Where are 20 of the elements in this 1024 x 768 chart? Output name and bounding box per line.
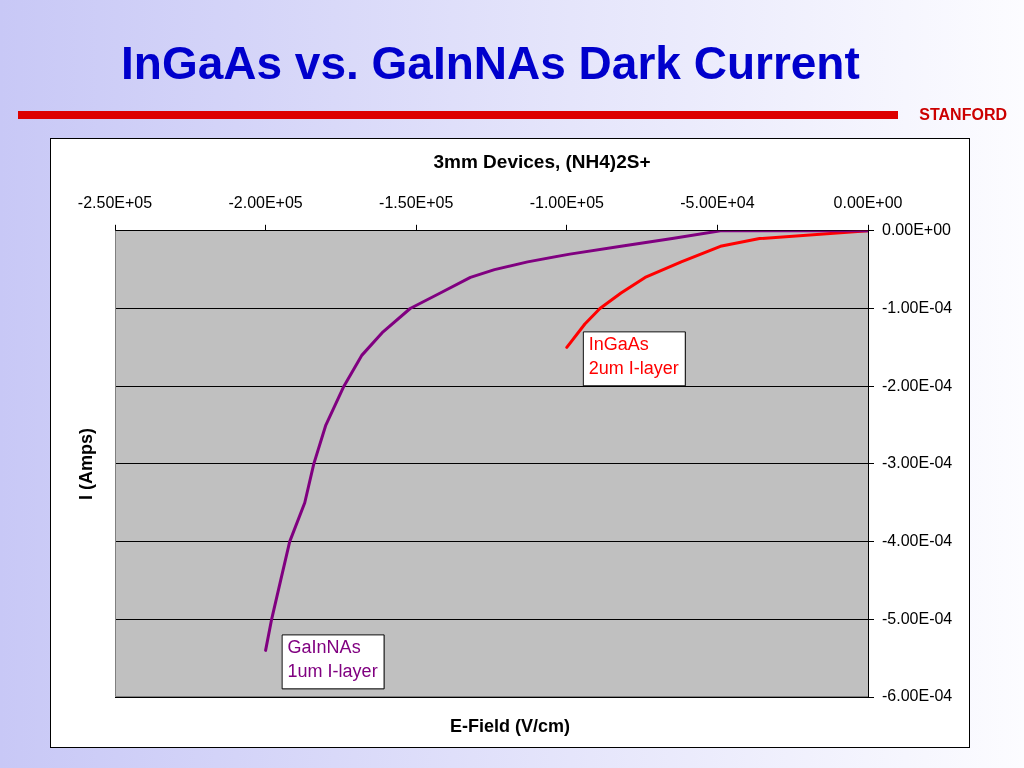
y-tick-label: -4.00E-04 <box>882 532 953 550</box>
y-tick-label: 0.00E+00 <box>882 221 952 239</box>
x-tick-label: 0.00E+00 <box>833 193 903 211</box>
x-axis-title: E-Field (V/cm) <box>449 715 571 736</box>
y-tick-label: -5.00E-04 <box>882 609 953 627</box>
chart-subtitle: 3mm Devices, (NH4)2S+ <box>433 150 651 172</box>
chart-title: InGaAs vs. GaInNAs Dark Current <box>121 37 860 89</box>
series-label: GaInNAs 1um I-layer <box>287 637 378 682</box>
x-tick-label: -5.00E+04 <box>680 193 755 211</box>
x-tick-label: -2.50E+05 <box>77 193 153 211</box>
series-label: InGaAs 2um I-layer <box>588 334 679 379</box>
y-tick-label: -1.00E-04 <box>882 298 953 316</box>
x-tick-label: -2.00E+05 <box>228 193 303 211</box>
y-tick-label: -2.00E-04 <box>882 376 953 394</box>
y-axis-title: I (Amps) <box>75 427 96 500</box>
x-tick-label: -1.00E+05 <box>529 193 605 211</box>
y-tick-label: -3.00E-04 <box>882 454 953 472</box>
y-tick-label: -6.00E-04 <box>882 687 953 705</box>
text: STANFORD <box>919 106 1007 123</box>
x-tick-label: -1.50E+05 <box>379 193 454 211</box>
